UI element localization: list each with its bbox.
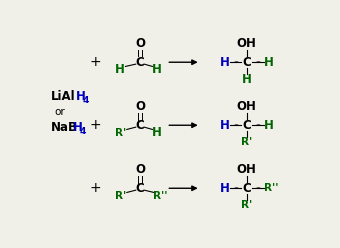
Text: +: + xyxy=(89,55,101,69)
Text: C: C xyxy=(136,119,144,132)
Text: -: - xyxy=(255,182,260,195)
Text: H: H xyxy=(264,56,274,69)
Text: C: C xyxy=(242,119,251,132)
Text: -: - xyxy=(233,182,238,195)
Text: O: O xyxy=(135,100,145,113)
Text: R'': R'' xyxy=(153,191,167,201)
Text: +: + xyxy=(89,118,101,132)
Text: H: H xyxy=(219,119,229,132)
Text: H: H xyxy=(219,56,229,69)
Text: NaB: NaB xyxy=(50,121,78,134)
Text: LiAl: LiAl xyxy=(50,90,75,103)
Text: H: H xyxy=(242,73,252,86)
Text: -: - xyxy=(233,119,238,132)
Text: 4: 4 xyxy=(82,96,89,105)
Text: H: H xyxy=(75,90,85,103)
Text: H: H xyxy=(73,121,83,134)
Text: C: C xyxy=(242,182,251,195)
Text: OH: OH xyxy=(237,37,257,50)
Text: C: C xyxy=(242,56,251,69)
Text: -: - xyxy=(233,56,238,69)
Text: R': R' xyxy=(241,200,252,211)
Text: 4: 4 xyxy=(80,127,86,136)
Text: C: C xyxy=(136,182,144,195)
Text: H: H xyxy=(115,63,125,76)
Text: OH: OH xyxy=(237,163,257,176)
Text: or: or xyxy=(54,107,65,117)
Text: O: O xyxy=(135,37,145,50)
Text: +: + xyxy=(89,181,101,195)
Text: C: C xyxy=(136,56,144,69)
Text: H: H xyxy=(219,182,229,195)
Text: -: - xyxy=(255,119,260,132)
Text: R': R' xyxy=(241,137,252,147)
Text: H: H xyxy=(264,119,274,132)
Text: H: H xyxy=(152,126,162,139)
Text: H: H xyxy=(152,63,162,76)
Text: O: O xyxy=(135,163,145,176)
Text: OH: OH xyxy=(237,100,257,113)
Text: R'': R'' xyxy=(264,183,278,193)
Text: -: - xyxy=(255,56,260,69)
Text: R': R' xyxy=(115,128,126,138)
Text: R': R' xyxy=(115,191,126,201)
